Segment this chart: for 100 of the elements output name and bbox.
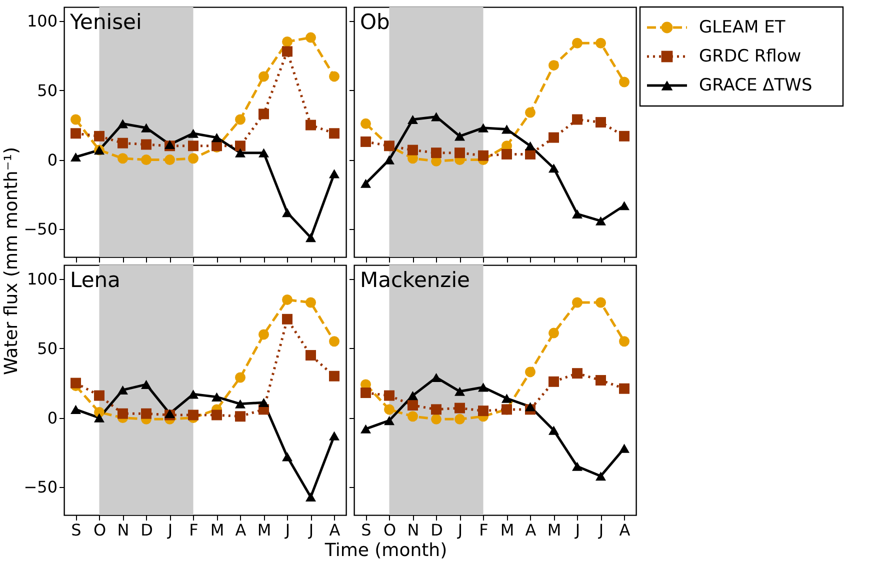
point — [619, 201, 630, 210]
x-tick-label: F — [189, 520, 198, 540]
point — [408, 391, 418, 400]
point — [164, 154, 175, 166]
point — [478, 406, 488, 416]
point — [596, 472, 606, 481]
y-tick-label: 0 — [47, 408, 58, 428]
point — [235, 411, 246, 422]
point — [408, 144, 418, 156]
point — [118, 153, 128, 164]
point — [502, 394, 512, 403]
point — [282, 46, 292, 57]
point — [408, 400, 418, 411]
y-tick-label: 0 — [47, 150, 58, 170]
point — [384, 416, 394, 426]
x-tick-label: A — [235, 520, 246, 540]
point — [306, 120, 316, 130]
x-tick-label: J — [166, 520, 173, 540]
y-tick-label: 50 — [37, 80, 58, 100]
point — [548, 132, 559, 143]
point — [619, 336, 630, 347]
point — [118, 138, 128, 148]
x-tick-label: O — [93, 520, 106, 540]
point — [141, 139, 152, 150]
point — [235, 114, 246, 125]
point — [188, 390, 198, 399]
x-tick-label: D — [430, 520, 443, 540]
point — [118, 385, 128, 395]
point — [572, 114, 582, 125]
point — [431, 404, 442, 415]
point — [360, 178, 371, 188]
y-tick-label: 100 — [26, 11, 58, 30]
point — [306, 492, 316, 502]
point — [454, 148, 465, 158]
point — [431, 148, 442, 158]
point — [431, 372, 442, 382]
point — [596, 117, 606, 128]
point — [70, 404, 81, 414]
point — [384, 390, 394, 401]
point — [502, 124, 512, 134]
point — [235, 399, 246, 408]
point — [548, 60, 559, 71]
point — [235, 140, 246, 152]
point — [306, 233, 316, 242]
point — [329, 71, 340, 82]
point — [306, 32, 316, 43]
point — [282, 314, 292, 324]
point — [282, 208, 292, 218]
point — [258, 398, 269, 408]
point — [70, 114, 81, 125]
point — [572, 209, 582, 218]
point — [408, 114, 418, 124]
x-tick-label: N — [117, 520, 130, 540]
point — [188, 153, 198, 164]
point — [118, 408, 128, 419]
x-tick-label: F — [479, 520, 488, 540]
point — [258, 329, 269, 340]
point — [548, 376, 559, 387]
point — [141, 154, 152, 166]
point — [525, 141, 536, 150]
point — [282, 452, 292, 462]
x-tick-label: S — [361, 520, 372, 540]
point — [525, 366, 536, 378]
point — [118, 119, 128, 128]
point — [141, 123, 152, 132]
point — [188, 410, 198, 420]
x-tick-label: D — [140, 520, 153, 540]
point — [619, 444, 630, 453]
point — [454, 402, 465, 414]
point — [141, 408, 152, 419]
y-axis-title: Water flux (mm month⁻¹) — [1, 146, 22, 376]
x-tick-label: M — [210, 520, 224, 540]
point — [94, 413, 104, 422]
point — [478, 123, 488, 132]
chart-title: Yenisei — [69, 10, 142, 34]
y-tick-label: 50 — [37, 338, 58, 358]
point — [360, 424, 371, 434]
legend-label: GRACE ΔTWS — [699, 76, 812, 96]
x-tick-label: O — [383, 520, 396, 540]
point — [454, 414, 465, 424]
point — [548, 328, 559, 338]
point — [572, 368, 582, 379]
point — [188, 140, 198, 152]
legend-label: GRDC Rflow — [699, 46, 802, 66]
point — [141, 380, 152, 389]
point — [596, 375, 606, 386]
point — [235, 148, 246, 158]
y-tick-label: −50 — [24, 478, 58, 497]
point — [70, 128, 81, 139]
point — [619, 130, 630, 142]
point — [454, 386, 465, 396]
x-tick-label: J — [574, 520, 580, 540]
point — [258, 108, 269, 120]
y-tick-label: 100 — [26, 269, 58, 288]
point — [235, 372, 246, 383]
point — [329, 169, 340, 178]
point — [94, 130, 104, 142]
point — [478, 382, 488, 392]
chart-title: Lena — [70, 268, 120, 292]
x-tick-label: N — [407, 520, 420, 540]
